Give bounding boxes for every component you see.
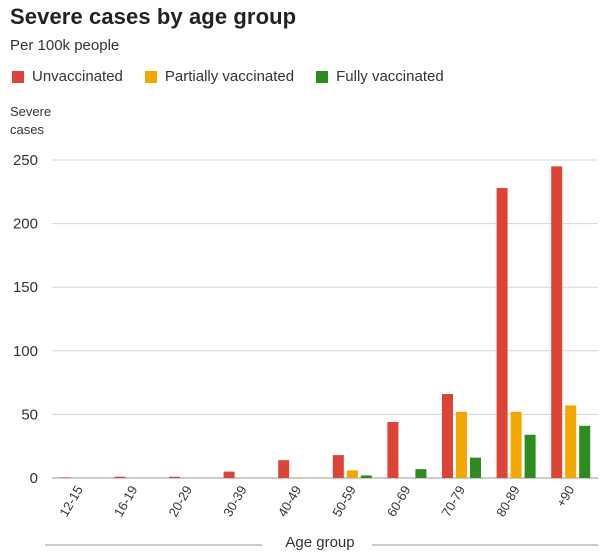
legend-label-fully-vaccinated: Fully vaccinated — [336, 68, 444, 85]
chart-subtitle: Per 100k people — [10, 37, 120, 54]
bar — [470, 457, 481, 478]
x-tick-label: 70-79 — [438, 483, 468, 519]
x-axis-title: Age group — [285, 534, 355, 551]
bar — [565, 405, 577, 478]
x-tick-label: 20-29 — [165, 483, 195, 519]
x-tick-label: 80-89 — [493, 483, 523, 519]
y-axis-label-line2: cases — [10, 122, 44, 137]
bar — [442, 394, 453, 478]
x-tick-label: 40-49 — [275, 483, 305, 519]
bar — [346, 470, 358, 478]
bar — [223, 471, 235, 478]
bar — [456, 411, 467, 478]
x-tick-label: 50-59 — [329, 483, 359, 519]
bar — [387, 422, 399, 478]
chart-title: Severe cases by age group — [10, 4, 297, 29]
legend-swatch-fully-vaccinated — [316, 70, 329, 83]
legend-label-unvaccinated: Unvaccinated — [32, 68, 123, 85]
bar — [292, 477, 304, 478]
y-axis-label: Severe cases — [10, 103, 70, 139]
bar — [169, 476, 180, 478]
y-tick-label: 250 — [13, 152, 38, 169]
legend-label-partially-vaccinated: Partially vaccinated — [164, 68, 295, 85]
bar — [114, 476, 126, 478]
legend-item-fully-vaccinated: Fully vaccinated — [316, 68, 444, 85]
x-tick-label: 16-19 — [111, 483, 141, 519]
bar — [415, 469, 427, 478]
x-tick-label: 12-15 — [56, 483, 86, 519]
bar — [360, 475, 372, 478]
x-tick-label: 30-39 — [220, 483, 250, 519]
bar — [524, 434, 536, 478]
legend-item-unvaccinated: Unvaccinated — [12, 68, 123, 85]
y-tick-label: 200 — [13, 216, 38, 233]
legend: Unvaccinated Partially vaccinated Fully … — [12, 68, 466, 85]
x-tick-label: +90 — [553, 483, 577, 510]
bar — [278, 460, 290, 478]
y-tick-label: 100 — [13, 343, 38, 360]
x-tick-label: 60-69 — [384, 483, 414, 519]
bar — [551, 166, 563, 479]
y-tick-label: 0 — [30, 470, 38, 487]
bar — [59, 477, 71, 478]
legend-item-partially-vaccinated: Partially vaccinated — [144, 68, 295, 85]
bar — [496, 187, 508, 478]
y-tick-label: 50 — [21, 406, 38, 423]
y-tick-label: 150 — [13, 279, 38, 296]
legend-swatch-unvaccinated — [12, 70, 24, 83]
bar — [510, 411, 522, 478]
y-axis-label-line1: Severe — [10, 104, 52, 119]
bar — [579, 425, 591, 478]
bar — [332, 455, 344, 478]
legend-swatch-partially-vaccinated — [144, 70, 157, 83]
